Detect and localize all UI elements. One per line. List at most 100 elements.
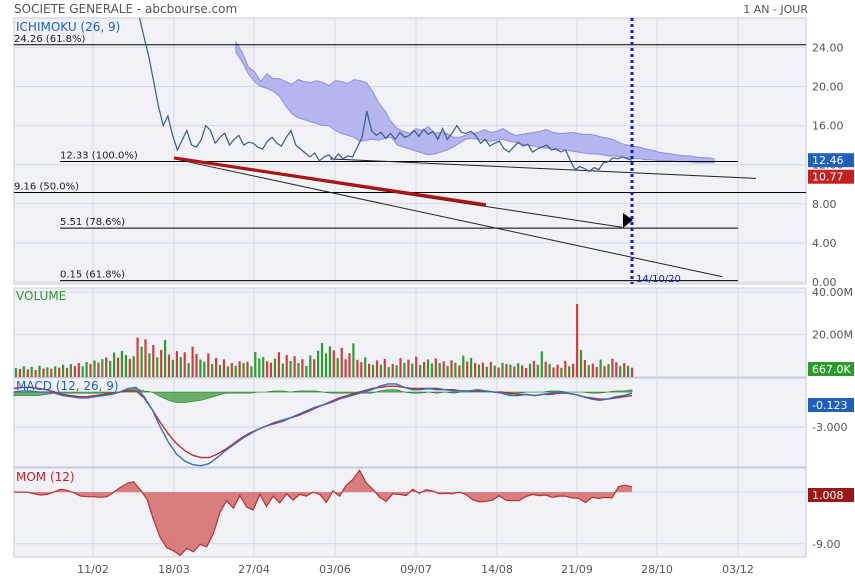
y-tick-label: 20.00M xyxy=(812,329,853,342)
volume-bar xyxy=(309,355,312,377)
volume-bar xyxy=(305,366,308,377)
momentum-badge-text: 1.008 xyxy=(812,489,844,502)
volume-bar xyxy=(179,357,182,377)
volume-bar xyxy=(195,353,198,377)
volume-bar xyxy=(328,346,331,377)
volume-bar xyxy=(167,354,171,377)
grid-lines xyxy=(14,18,806,557)
volume-bar xyxy=(544,361,547,377)
momentum-panel xyxy=(14,469,633,557)
volume-bar xyxy=(587,365,590,377)
volume-bar xyxy=(450,360,453,377)
macd-panel xyxy=(13,383,633,467)
volume-bar xyxy=(371,364,375,377)
volume-bar xyxy=(360,362,363,377)
volume-bar xyxy=(509,364,512,377)
volume-bar xyxy=(14,368,18,377)
volume-bar xyxy=(93,360,96,377)
trend-arrow-head xyxy=(623,213,633,228)
trend-line-flat xyxy=(329,158,757,179)
ichimoku-panel: 24.26 (61.8%) 12.33 (100.0%) 9.16 (50.0%) 5… xyxy=(14,18,806,282)
volume-bar xyxy=(85,362,88,377)
volume-bar xyxy=(532,360,535,377)
volume-bar xyxy=(269,362,273,377)
volume-bar xyxy=(517,363,520,377)
volume-bar xyxy=(262,357,265,377)
volume-bar xyxy=(238,361,241,377)
volume-bar xyxy=(313,359,316,377)
volume-bar xyxy=(477,364,481,377)
volume-bar xyxy=(77,363,80,377)
volume-bar xyxy=(317,350,320,377)
volume-bar xyxy=(607,364,610,377)
volume-bar xyxy=(171,359,174,377)
volume-bar xyxy=(481,362,484,377)
volume-bar xyxy=(69,364,72,377)
volume-bar xyxy=(215,357,218,377)
volume-bar xyxy=(415,356,418,377)
volume-bar xyxy=(246,361,249,377)
volume-bar xyxy=(525,368,528,377)
y-tick-label: -9.00 xyxy=(812,538,840,551)
x-tick-label: 03/12 xyxy=(722,563,754,576)
momentum-area xyxy=(14,470,632,556)
volume-bar xyxy=(285,355,288,377)
volume-bar xyxy=(403,362,406,377)
volume-bar xyxy=(485,366,488,377)
x-tick-label: 03/06 xyxy=(319,563,351,576)
volume-bar xyxy=(556,364,559,377)
volume-bar xyxy=(344,359,347,377)
volume-bar xyxy=(218,365,222,377)
volume-bar xyxy=(258,358,261,377)
y-tick-label: -3.000 xyxy=(812,421,847,434)
volume-bar xyxy=(627,365,630,377)
volume-bar xyxy=(26,369,29,377)
volume-bar xyxy=(493,365,496,377)
volume-bar xyxy=(630,367,634,377)
volume-bar xyxy=(348,353,351,377)
volume-bar xyxy=(332,350,335,377)
x-tick-label: 28/10 xyxy=(641,563,673,576)
volume-bar xyxy=(513,366,516,377)
volume-bar xyxy=(187,363,190,377)
ichimoku-cloud xyxy=(235,40,715,164)
volume-bar xyxy=(293,356,296,377)
x-tick-label: 11/02 xyxy=(77,563,109,576)
volume-bar xyxy=(619,366,622,377)
macd-title: MACD (12, 26, 9) xyxy=(16,379,119,393)
volume-bar xyxy=(458,365,461,377)
volume-bar xyxy=(591,363,594,377)
volume-bar xyxy=(419,364,422,377)
volume-bar xyxy=(521,365,524,377)
volume-bar xyxy=(434,358,437,377)
volume-bar xyxy=(466,361,469,377)
volume-bar xyxy=(273,358,277,377)
volume-badge-text: 667.0K xyxy=(812,363,851,376)
volume-bar xyxy=(226,366,229,377)
y-tick-label: 16.00 xyxy=(812,120,844,133)
volume-bar xyxy=(183,352,186,377)
volume-bar xyxy=(364,357,367,377)
volume-bar xyxy=(603,366,606,377)
volume-bar xyxy=(391,364,394,377)
volume-bar xyxy=(81,366,84,377)
y-tick-label: 8.00 xyxy=(812,198,837,211)
chart-period-label[interactable]: 1 AN - JOUR xyxy=(743,3,808,16)
trend-line-long xyxy=(173,158,723,278)
volume-bar xyxy=(191,346,194,377)
y-tick-label: 24.00 xyxy=(812,41,844,54)
y-tick-label: 0.00 xyxy=(812,276,837,289)
volume-bar xyxy=(116,357,120,377)
chart-header-title: SOCIETE GENERALE - abcbourse.com xyxy=(14,2,237,16)
volume-bar xyxy=(101,359,104,377)
volume-bar xyxy=(156,357,159,377)
volume-bar xyxy=(501,362,504,377)
volume-bar xyxy=(352,343,355,377)
price-line xyxy=(138,18,633,173)
volume-bar xyxy=(423,362,426,377)
volume-bar xyxy=(34,370,37,377)
fib-level-label: 0.15 (61.8%) xyxy=(60,270,125,281)
volume-bar xyxy=(324,353,328,377)
volume-bar xyxy=(54,366,57,377)
volume-bar xyxy=(395,365,398,377)
